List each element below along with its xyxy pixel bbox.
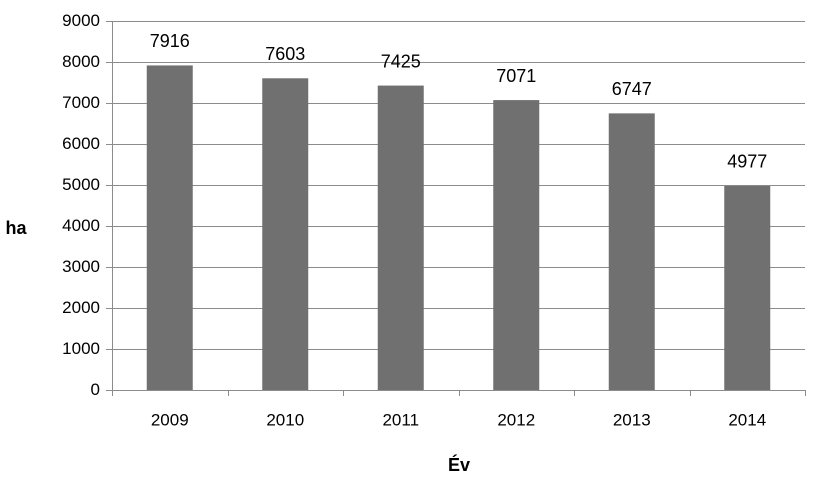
bar <box>608 113 655 391</box>
y-tick-label: 5000 <box>62 175 100 194</box>
gridlines <box>112 21 805 350</box>
data-label: 4977 <box>727 152 767 172</box>
data-label: 7071 <box>496 66 536 86</box>
y-tick-label: 8000 <box>62 52 100 71</box>
data-label: 7603 <box>265 44 305 64</box>
data-labels: 7916 7603 7425 7071 6747 4977 <box>150 31 768 171</box>
x-tick-label: 2011 <box>382 410 419 429</box>
bar <box>724 185 771 390</box>
x-tick-label: 2010 <box>266 410 304 429</box>
axes <box>106 21 806 396</box>
data-label: 6747 <box>612 79 652 99</box>
x-tick-label: 2013 <box>613 410 651 429</box>
bar <box>493 100 540 391</box>
y-tick-label: 3000 <box>62 257 100 276</box>
x-tick-label: 2012 <box>497 410 535 429</box>
y-tick-labels: 0 1000 2000 3000 4000 5000 6000 7000 8000 9000 <box>62 11 100 399</box>
data-label: 7425 <box>381 51 421 71</box>
y-tick-label: 4000 <box>62 216 100 235</box>
x-tick-label: 2014 <box>728 410 766 429</box>
y-tick-label: 9000 <box>62 11 100 30</box>
x-tick-labels: 2009 2010 2011 2012 2013 2014 <box>151 410 766 429</box>
y-tick-label: 6000 <box>62 134 100 153</box>
y-tick-label: 2000 <box>62 298 100 317</box>
bar <box>146 65 193 390</box>
bars <box>146 65 771 391</box>
y-axis-title: ha <box>5 218 27 238</box>
bar <box>262 78 309 390</box>
y-tick-label: 0 <box>91 380 100 399</box>
x-axis-title: Év <box>448 454 470 475</box>
bar <box>377 85 424 390</box>
y-tick-label: 7000 <box>62 93 100 112</box>
data-label: 7916 <box>150 31 190 51</box>
y-tick-label: 1000 <box>62 339 100 358</box>
x-tick-label: 2009 <box>151 410 189 429</box>
